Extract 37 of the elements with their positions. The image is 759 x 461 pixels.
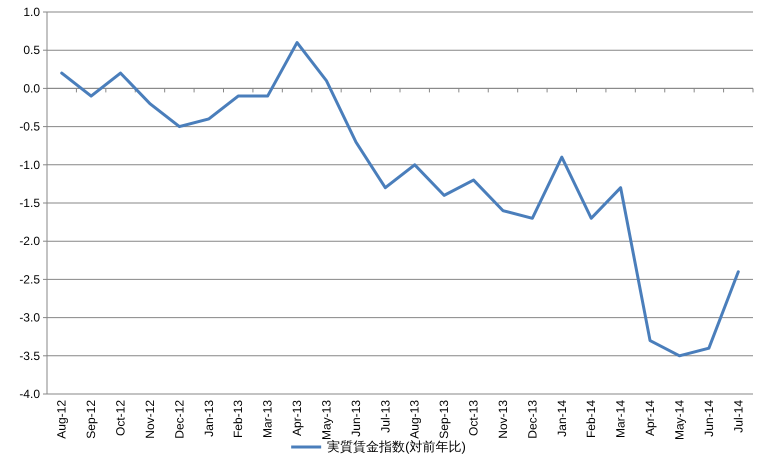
x-tick-label: Oct-12 [114,400,128,436]
y-tick-label: -2.5 [19,272,40,286]
x-tick-label: Apr-14 [643,400,658,436]
x-tick-label: Aug-13 [408,400,422,439]
y-tick-label: -1.0 [19,158,40,172]
x-tick-label: Mar-13 [260,400,275,438]
legend-label: 実質賃金指数(対前年比) [327,439,466,454]
x-tick-label: Aug-12 [54,400,69,439]
y-tick-label: -3.0 [19,310,40,325]
line-series [60,41,740,358]
y-tick-label: -2.0 [19,234,40,248]
x-tick-label: Feb-13 [231,400,246,438]
x-tick-label: Sep-13 [437,400,452,439]
x-tick-label: Nov-13 [496,400,510,439]
y-tick-label: 0.0 [23,81,40,96]
x-tick-label: May-13 [319,400,334,440]
x-tick-label: May-14 [672,400,686,440]
x-tick-label: Jul-13 [378,400,392,433]
y-tick-label: 1.0 [23,5,40,19]
y-tick-label: -0.5 [19,120,40,134]
y-tick-label: -4.0 [19,387,40,401]
x-tick-label: Jan-14 [554,400,569,437]
x-tick-label: Dec-12 [172,400,186,439]
x-tick-label: Jun-13 [348,400,363,437]
x-tick-label: Dec-13 [525,400,540,439]
x-tick-label: Oct-13 [466,400,481,436]
x-tick-label: Jul-14 [731,400,746,433]
x-tick-label: Sep-12 [84,400,98,439]
x-tick-label: Nov-12 [142,400,157,439]
x-tick-label: Jun-14 [702,400,716,437]
x-tick-label: Mar-14 [614,400,628,438]
y-tick-label: 0.5 [23,43,40,58]
x-tick-label: Feb-14 [584,400,598,438]
x-tick-label: Apr-13 [290,400,304,436]
y-tick-label: -3.5 [19,348,40,363]
y-tick-label: -1.5 [19,196,40,210]
x-tick-label: Jan-13 [202,400,216,437]
